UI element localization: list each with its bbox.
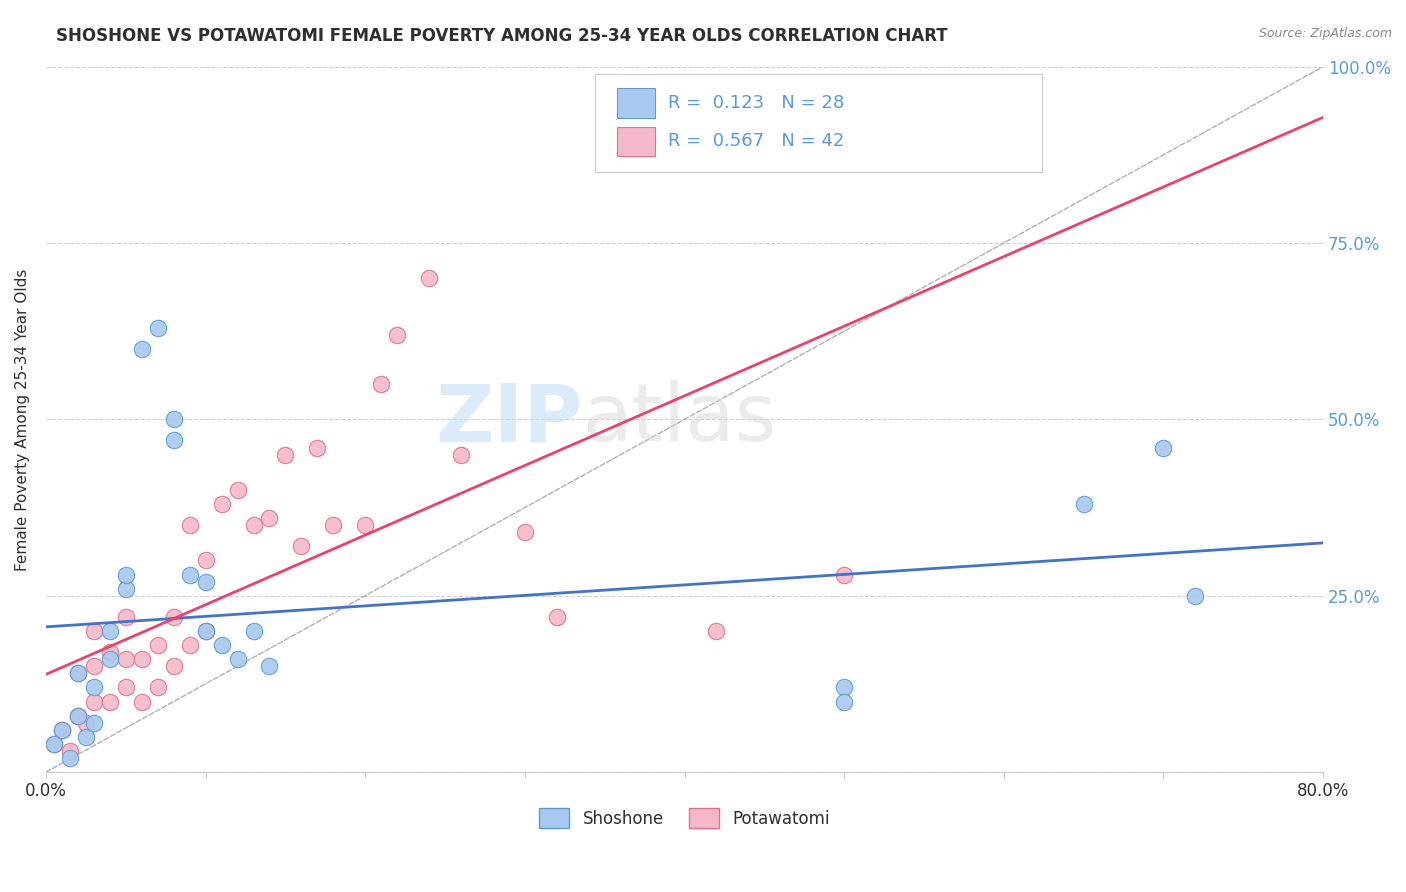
Point xyxy=(259,511,281,525)
Text: atlas: atlas xyxy=(582,380,776,458)
Legend: Shoshone, Potawatomi: Shoshone, Potawatomi xyxy=(533,802,837,834)
Point xyxy=(59,744,82,758)
Point xyxy=(322,518,344,533)
Point xyxy=(418,271,440,285)
Point xyxy=(194,624,217,638)
Bar xyxy=(617,88,655,118)
Text: Source: ZipAtlas.com: Source: ZipAtlas.com xyxy=(1258,27,1392,40)
Point xyxy=(242,624,264,638)
Point xyxy=(66,708,89,723)
Point xyxy=(163,659,186,673)
Point xyxy=(179,518,201,533)
Point xyxy=(450,448,472,462)
Point xyxy=(194,574,217,589)
Point xyxy=(194,624,217,638)
Point xyxy=(546,610,568,624)
Point xyxy=(226,652,249,666)
Point xyxy=(114,610,136,624)
Point xyxy=(163,434,186,448)
Point xyxy=(1184,589,1206,603)
Point xyxy=(832,567,855,582)
Point xyxy=(114,681,136,695)
Point xyxy=(83,694,105,708)
Point xyxy=(66,708,89,723)
Point xyxy=(146,320,169,334)
Y-axis label: Female Poverty Among 25-34 Year Olds: Female Poverty Among 25-34 Year Olds xyxy=(15,268,30,571)
Point xyxy=(354,518,377,533)
Point xyxy=(98,645,121,659)
Point xyxy=(59,751,82,765)
Point xyxy=(307,441,329,455)
Point xyxy=(1073,497,1095,511)
Point xyxy=(513,525,536,540)
Point xyxy=(51,723,73,737)
Point xyxy=(211,638,233,652)
Point xyxy=(259,659,281,673)
Point xyxy=(66,666,89,681)
Point xyxy=(131,652,153,666)
Text: SHOSHONE VS POTAWATOMI FEMALE POVERTY AMONG 25-34 YEAR OLDS CORRELATION CHART: SHOSHONE VS POTAWATOMI FEMALE POVERTY AM… xyxy=(56,27,948,45)
Text: R =  0.567   N = 42: R = 0.567 N = 42 xyxy=(668,132,845,150)
FancyBboxPatch shape xyxy=(595,74,1042,172)
Point xyxy=(114,582,136,596)
Point xyxy=(131,694,153,708)
Point xyxy=(75,715,97,730)
Point xyxy=(98,694,121,708)
Point xyxy=(146,638,169,652)
Point xyxy=(66,666,89,681)
Text: ZIP: ZIP xyxy=(434,380,582,458)
Point xyxy=(706,624,728,638)
Point xyxy=(131,342,153,356)
Point xyxy=(42,737,65,751)
Bar xyxy=(617,127,655,156)
Point xyxy=(290,539,312,553)
Point xyxy=(98,652,121,666)
Point xyxy=(42,737,65,751)
Point xyxy=(370,377,392,392)
Point xyxy=(179,638,201,652)
Point xyxy=(146,681,169,695)
Point xyxy=(179,567,201,582)
Point xyxy=(163,610,186,624)
Point xyxy=(832,694,855,708)
Point xyxy=(51,723,73,737)
Point xyxy=(274,448,297,462)
Point xyxy=(163,412,186,426)
Point xyxy=(242,518,264,533)
Point xyxy=(98,624,121,638)
Point xyxy=(114,652,136,666)
Point xyxy=(83,715,105,730)
Point xyxy=(114,567,136,582)
Point xyxy=(1153,441,1175,455)
Point xyxy=(83,681,105,695)
Point xyxy=(832,681,855,695)
Text: R =  0.123   N = 28: R = 0.123 N = 28 xyxy=(668,95,844,112)
Point xyxy=(226,483,249,497)
Point xyxy=(83,624,105,638)
Point xyxy=(194,553,217,567)
Point xyxy=(385,327,408,342)
Point xyxy=(83,659,105,673)
Point xyxy=(865,109,887,123)
Point xyxy=(211,497,233,511)
Point xyxy=(75,730,97,744)
